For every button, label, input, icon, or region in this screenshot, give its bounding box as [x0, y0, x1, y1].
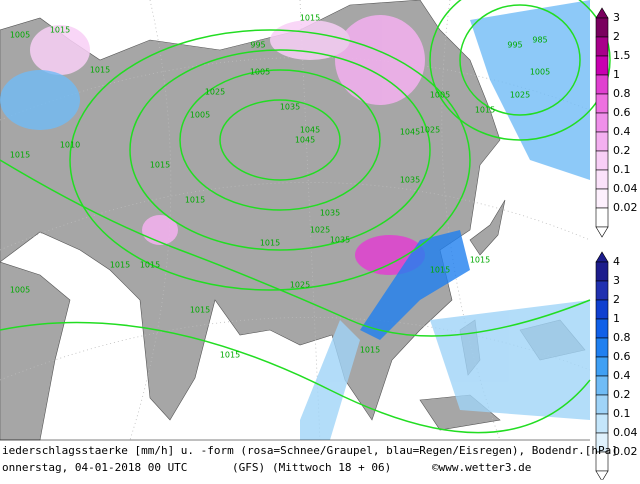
- footer-copyright: ©www.wetter3.de: [432, 461, 531, 474]
- isobar-label: 1015: [140, 261, 160, 270]
- isobar-label: 1045: [295, 136, 315, 145]
- footer-model: (GFS): [232, 461, 265, 474]
- legend-label: 2: [613, 293, 620, 306]
- isobar-label: 1005: [10, 286, 30, 295]
- legend-swatch: [595, 74, 609, 95]
- isobar-label: 1005: [250, 68, 270, 77]
- legend-swatch: [595, 337, 609, 358]
- footer-description: iederschlagsstaerke [mm/h] u. -form (ros…: [2, 444, 618, 457]
- legend-label: 0.4: [613, 125, 631, 138]
- legend-swatch: [595, 131, 609, 152]
- legend-label: 0.2: [613, 144, 631, 157]
- isobar-label: 1015: [475, 106, 495, 115]
- legend-label: 2: [613, 30, 620, 43]
- isobar-label: 1010: [60, 141, 80, 150]
- isobar-label: 1005: [10, 31, 30, 40]
- legend-label: 0.02: [613, 201, 638, 214]
- isobar-label: 1015: [430, 266, 450, 275]
- legend-swatch: [595, 375, 609, 396]
- isobar-label: 1015: [150, 161, 170, 170]
- legend-label: 1.5: [613, 49, 631, 62]
- legend-arrow: [595, 7, 609, 19]
- legend-swatch: [595, 36, 609, 57]
- africa: [0, 261, 71, 441]
- isobar-label: 1025: [205, 88, 225, 97]
- isobar-label: 1035: [330, 236, 350, 245]
- legend-swatch: [595, 413, 609, 434]
- legend-swatch: [595, 261, 609, 282]
- legend-label: 0.04: [613, 182, 638, 195]
- isobar-label: 1005: [430, 91, 450, 100]
- legend-swatch: [595, 93, 609, 114]
- isobar-label: 1035: [280, 103, 300, 112]
- legend-arrow: [595, 470, 609, 482]
- isobar-label: 1015: [300, 14, 320, 23]
- japan: [469, 199, 506, 256]
- isobar-label: 1015: [260, 239, 280, 248]
- legend-swatch: [595, 55, 609, 76]
- isobar-label: 995: [250, 41, 265, 50]
- legend-swatch: [595, 207, 609, 228]
- isobar-label: 1015: [190, 306, 210, 315]
- isobar-label: 1015: [110, 261, 130, 270]
- isobar-label: 1015: [360, 346, 380, 355]
- legend-label: 0.1: [613, 407, 631, 420]
- legend-label: 0.4: [613, 369, 631, 382]
- legend-label: 0.2: [613, 388, 631, 401]
- legend-label: 3: [613, 11, 620, 24]
- legend-arrow: [595, 226, 609, 238]
- isobar-label: 995: [507, 41, 522, 50]
- legend-swatch: [595, 299, 609, 320]
- isobar-label: 985: [532, 36, 547, 45]
- isobar-label: 1005: [530, 68, 550, 77]
- isobar-label: 1015: [50, 26, 70, 35]
- legend-label: 0.8: [613, 331, 631, 344]
- rain-areas: [0, 0, 590, 440]
- legend-label: 1: [613, 312, 620, 325]
- legend-swatch: [595, 112, 609, 133]
- legend-swatch: [595, 280, 609, 301]
- footer-date: onnerstag, 04-01-2018 00 UTC: [2, 461, 187, 474]
- isobar-label: 1015: [470, 256, 490, 265]
- legend-swatch: [595, 17, 609, 38]
- legend-swatch: [595, 169, 609, 190]
- legend-label: 4: [613, 255, 620, 268]
- isobar-label: 1025: [420, 126, 440, 135]
- isobar-label: 1005: [190, 111, 210, 120]
- isobar-label: 1015: [185, 196, 205, 205]
- isobar-label: 1025: [310, 226, 330, 235]
- isobar-label: 1035: [400, 176, 420, 185]
- legend-label: 0.1: [613, 163, 631, 176]
- legend-swatch: [595, 188, 609, 209]
- legend-label: 1: [613, 68, 620, 81]
- isobar-label: 1015: [220, 351, 240, 360]
- legend-swatch: [595, 394, 609, 415]
- legend-swatch: [595, 318, 609, 339]
- legend-arrow: [595, 251, 609, 263]
- legend-label: 0.8: [613, 87, 631, 100]
- isobar-label: 1045: [400, 128, 420, 137]
- legend-label: 0.6: [613, 350, 631, 363]
- legend-label: 0.04: [613, 426, 638, 439]
- legend-label: 0.02: [613, 445, 638, 458]
- isobar-label: 1015: [10, 151, 30, 160]
- isobar-label: 1025: [510, 91, 530, 100]
- legend-swatch: [595, 150, 609, 171]
- isobar-label: 1045: [300, 126, 320, 135]
- footer-run: (Mittwoch 18 + 06): [272, 461, 391, 474]
- isobar-label: 1015: [90, 66, 110, 75]
- isobar-label: 1025: [290, 281, 310, 290]
- legend-swatch: [595, 356, 609, 377]
- isobars: [0, 0, 611, 434]
- legend-label: 3: [613, 274, 620, 287]
- isobar-label: 1035: [320, 209, 340, 218]
- legend-label: 0.6: [613, 106, 631, 119]
